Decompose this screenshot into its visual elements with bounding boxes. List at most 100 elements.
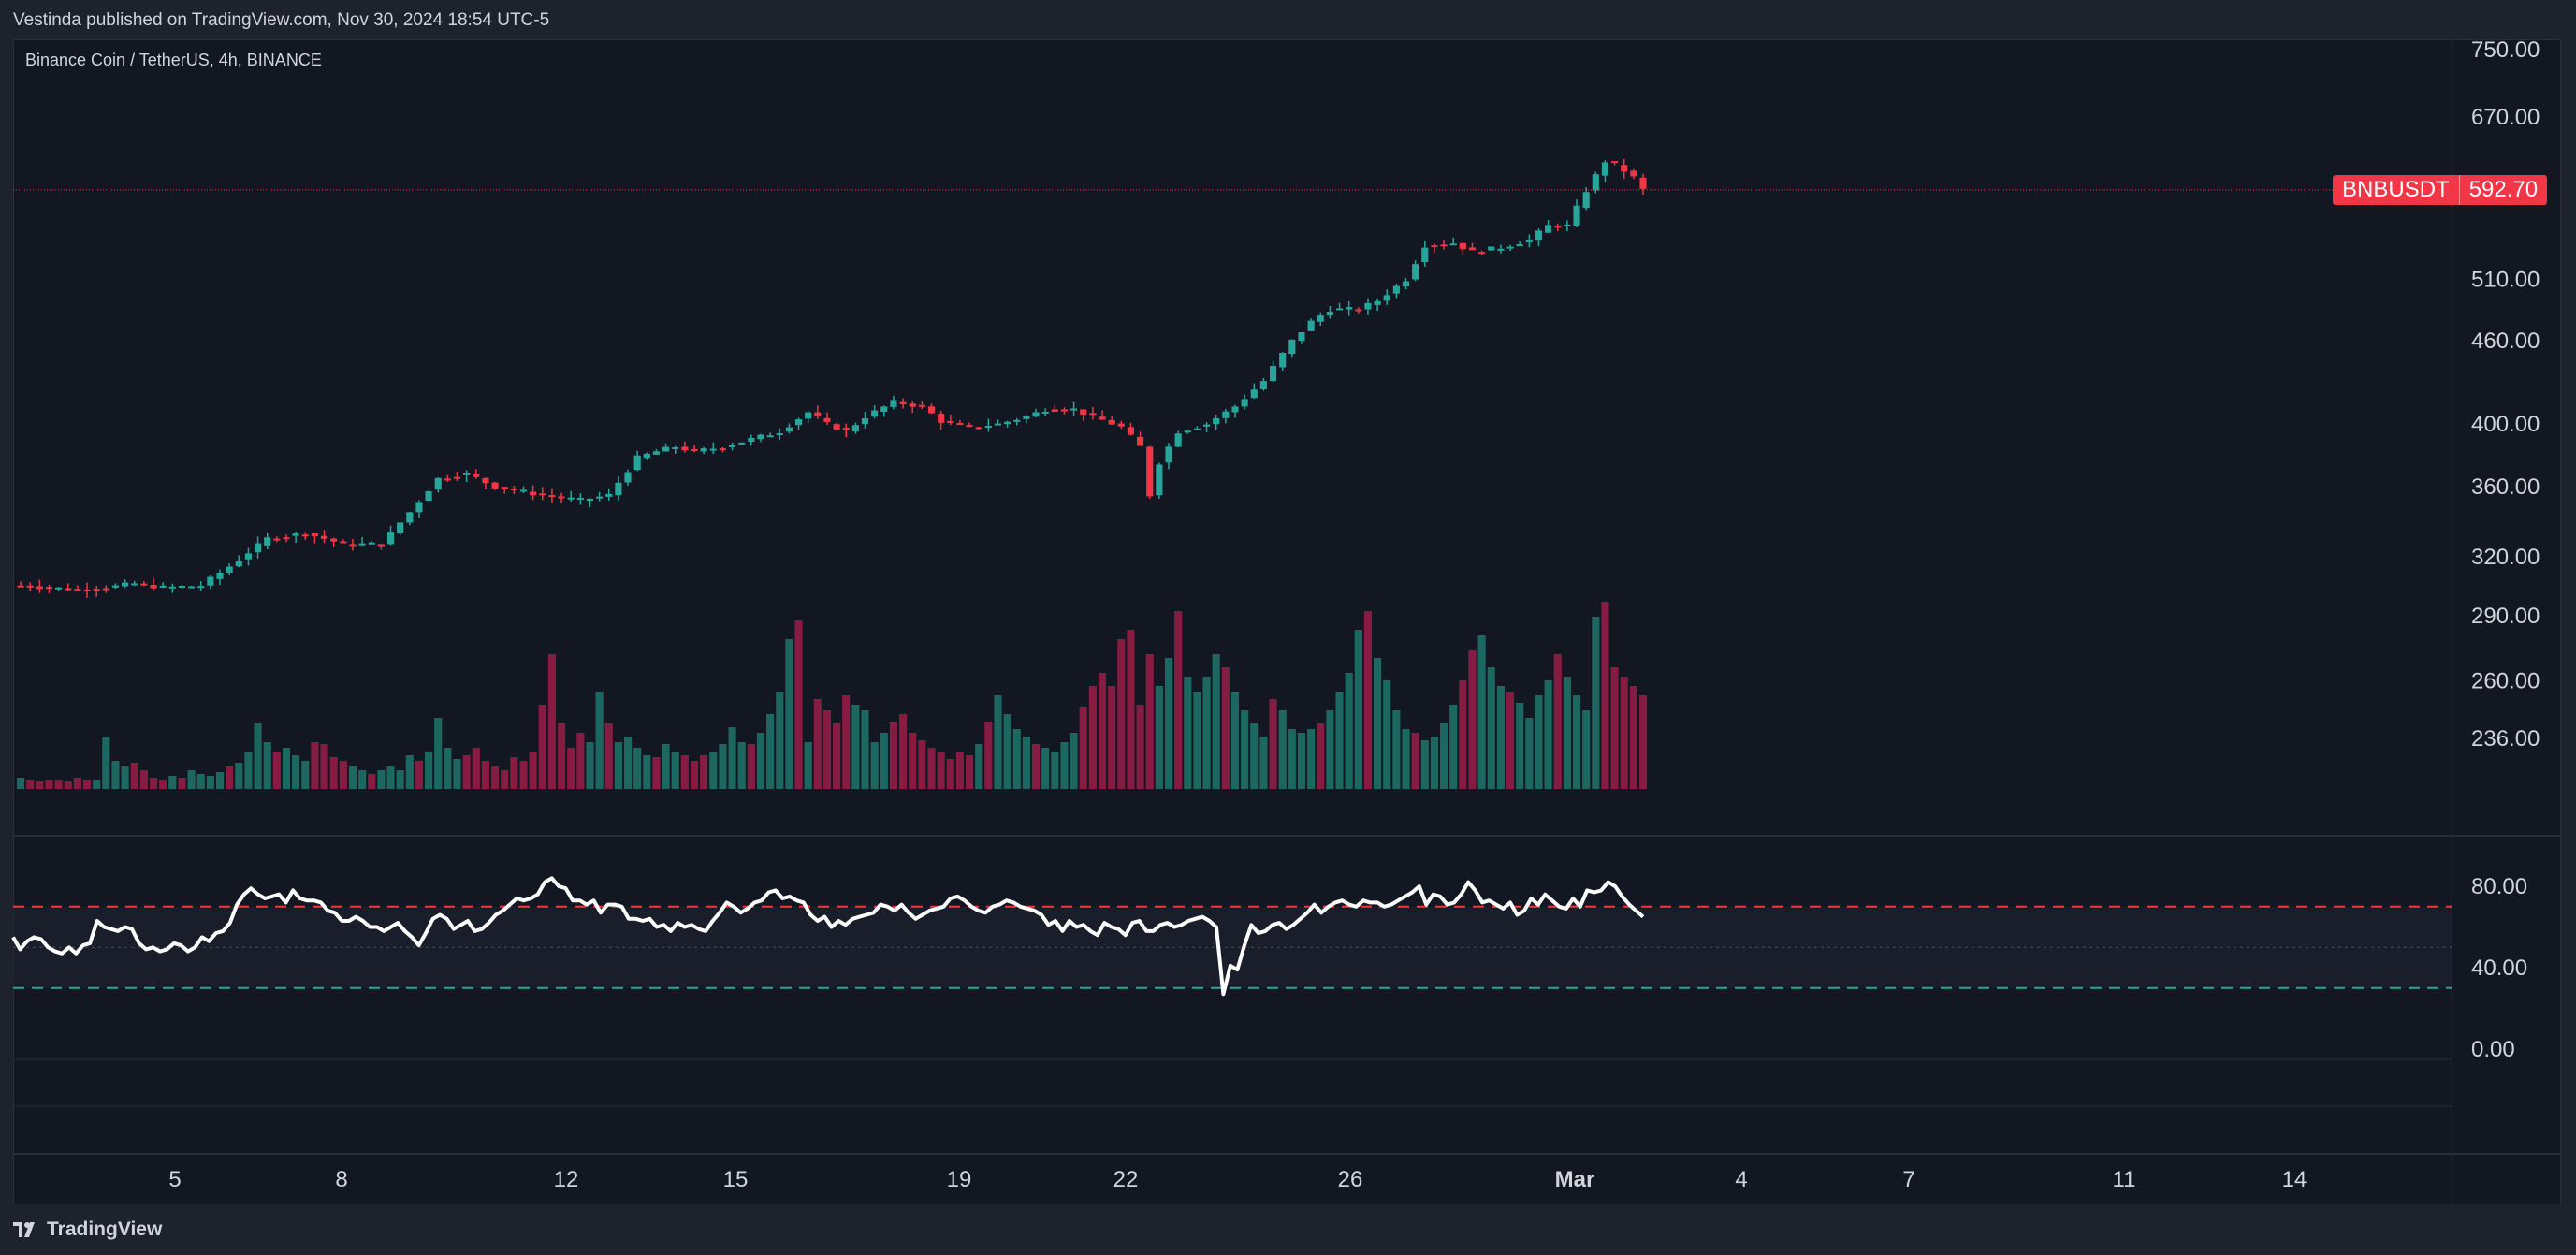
candle-body (567, 497, 575, 500)
volume-bar (149, 778, 158, 789)
candle-body (1213, 418, 1220, 425)
candle-body (320, 535, 328, 539)
price-tick-label: 460.00 (2471, 328, 2540, 354)
grid-layer (13, 39, 2561, 1204)
volume-bar (918, 740, 926, 789)
candle-body (662, 446, 670, 452)
volume-bar (1221, 667, 1230, 789)
volume-bar (472, 748, 480, 789)
time-tick-label: 15 (723, 1167, 749, 1192)
candle-body (1506, 246, 1514, 249)
tradingview-logo[interactable]: TradingView (13, 1219, 162, 1241)
candle-body (301, 534, 309, 537)
volume-bar (339, 761, 347, 789)
candle-body (311, 533, 318, 537)
candle-body (1545, 225, 1552, 233)
volume-bar (1193, 692, 1201, 789)
volume-bar (652, 757, 661, 789)
volume-bar (776, 692, 784, 789)
volume-bar (320, 744, 328, 789)
volume-bar (880, 733, 888, 789)
volume-bar (785, 639, 793, 789)
volume-bar (1212, 654, 1220, 789)
volume-bar (17, 778, 25, 789)
chart-frame[interactable] (13, 39, 2561, 1204)
volume-bar (851, 705, 860, 789)
candle-body (1468, 247, 1477, 251)
volume-bar (1012, 729, 1021, 789)
volume-bar (311, 742, 319, 789)
volume-bar (178, 778, 186, 789)
last-price-badge: BNBUSDT 592.70 (2333, 174, 2548, 205)
volume-bar (1374, 658, 1382, 789)
volume-bar (1164, 658, 1173, 789)
candle-body (719, 448, 726, 451)
candle-body (1184, 430, 1191, 433)
price-tick-label: 260.00 (2471, 668, 2540, 693)
volume-bar (909, 733, 917, 789)
volume-bar (728, 727, 736, 789)
candle-body (984, 425, 992, 428)
volume-bar (102, 737, 110, 789)
volume-bars (17, 602, 1648, 789)
volume-bar (747, 744, 755, 789)
candle-body (26, 585, 34, 588)
price-tick-label: 360.00 (2471, 474, 2540, 500)
candle-body (738, 442, 746, 445)
volume-bar (415, 761, 424, 789)
candle-body (102, 588, 109, 591)
volume-bar (1288, 729, 1296, 789)
candle-body (909, 403, 916, 407)
volume-bar (1345, 673, 1353, 789)
candle-body (1259, 381, 1267, 390)
candle-body (1117, 423, 1125, 427)
time-tick-label: 14 (2282, 1167, 2307, 1192)
candle-body (1497, 248, 1505, 251)
candle-body (510, 488, 517, 491)
volume-bar (1317, 723, 1325, 789)
volume-bar (235, 763, 243, 789)
candle-body (1554, 226, 1562, 228)
volume-bar (1420, 740, 1429, 789)
tradingview-brand: TradingView (47, 1219, 163, 1240)
volume-bar (861, 710, 869, 789)
volume-bar (491, 766, 500, 789)
candle-body (358, 543, 366, 546)
candle-body (938, 414, 945, 423)
candle-body (235, 561, 242, 567)
candle-body (539, 493, 546, 496)
candle-body (709, 448, 717, 451)
candle-body (93, 589, 100, 591)
volume-bar (1601, 602, 1609, 789)
volume-bar (377, 770, 386, 789)
volume-bar (82, 780, 92, 789)
volume-bar (813, 699, 822, 789)
volume-bar (348, 766, 357, 789)
volume-bar (1440, 723, 1448, 789)
candle-body (1231, 406, 1239, 413)
price-tick-label: 290.00 (2471, 604, 2540, 629)
candle-body (501, 487, 508, 489)
volume-bar (680, 755, 689, 789)
candle-body (1222, 411, 1230, 418)
candle-body (283, 537, 290, 540)
volume-bar (899, 714, 908, 789)
candle-body (1611, 161, 1619, 164)
candle-body (1137, 436, 1144, 446)
volume-bar (206, 776, 214, 789)
candle-body (216, 572, 224, 579)
volume-bar (501, 770, 509, 789)
candle-body (956, 423, 964, 426)
volume-bar (244, 752, 253, 789)
candle-body (842, 428, 850, 431)
candle-body (1307, 320, 1315, 331)
volume-bar (226, 766, 234, 789)
symbol-title[interactable]: Binance Coin / TetherUS, 4h, BINANCE (25, 51, 322, 69)
volume-bar (1487, 667, 1495, 789)
volume-bar (1592, 617, 1600, 789)
volume-bar (1335, 692, 1344, 789)
candle-body (197, 586, 205, 589)
volume-bar (453, 759, 461, 789)
candle-body (805, 412, 812, 419)
